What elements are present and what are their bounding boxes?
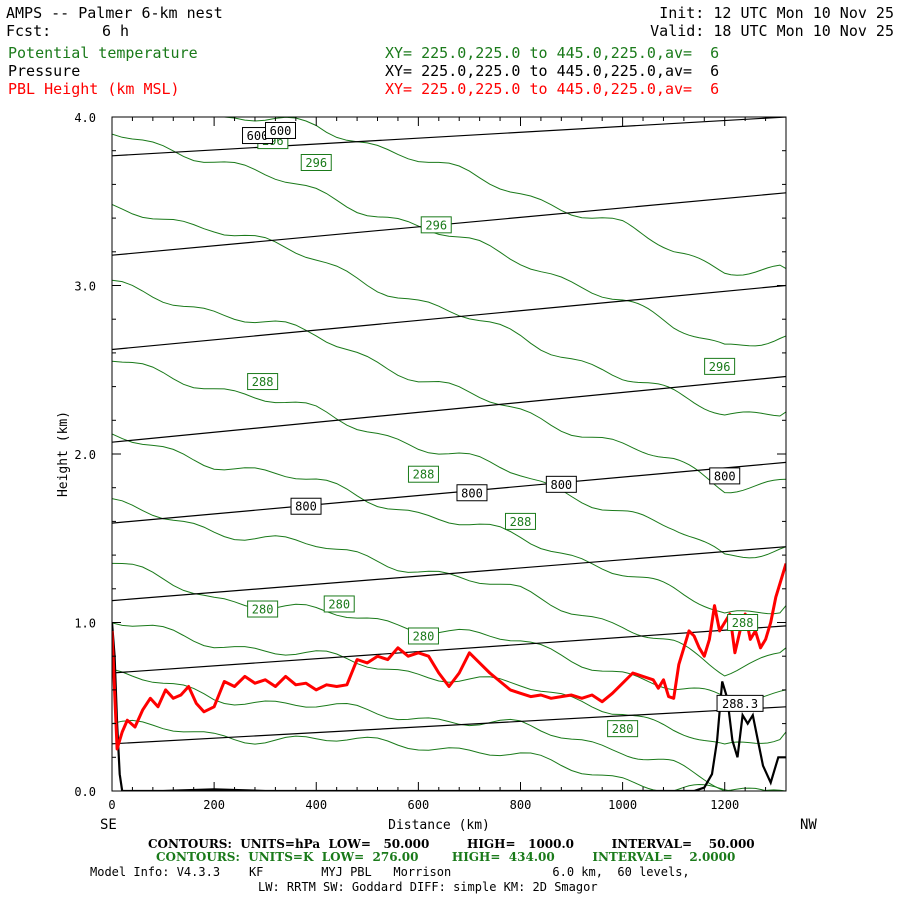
field-name-pbl: PBL Height (km MSL) — [8, 80, 180, 98]
theta-label-7: 280 — [252, 603, 274, 617]
y-tick-label-2: 2.0 — [74, 448, 96, 462]
x-tick-label-1: 200 — [203, 798, 225, 812]
plot-area: 2962962962962882882882802802802802886006… — [112, 117, 786, 791]
pressure-label-1-box — [265, 121, 296, 139]
theta-label-11-box — [727, 614, 759, 631]
theta-label-3-box — [704, 357, 736, 375]
theta-label-3: 296 — [709, 360, 731, 374]
x-axis-label: Distance (km) — [388, 818, 490, 833]
theta-contour-290 — [112, 433, 786, 615]
pressure-label-4: 800 — [550, 478, 572, 492]
theta-contour-292 — [112, 360, 786, 559]
pressure-contour-600 — [112, 117, 786, 157]
x-tick-label-5: 1000 — [608, 798, 637, 812]
right-end-label: NW — [800, 817, 817, 833]
pressure-label-3: 800 — [461, 486, 483, 500]
pressure-contour-850 — [112, 546, 786, 602]
theta-label-8: 280 — [328, 597, 350, 611]
pressure-label-5-box — [709, 467, 741, 485]
theta-contour-296 — [112, 203, 786, 417]
left-end-label: SE — [100, 817, 117, 833]
pressure-contour-700 — [112, 284, 786, 351]
pressure-label-2: 800 — [295, 500, 317, 514]
y-axis-label: Height (km) — [56, 411, 71, 497]
theta-contour-298 — [112, 133, 786, 347]
theta-label-6-box — [504, 512, 536, 530]
theta-label-9-box — [407, 627, 439, 645]
theta-label-5: 288 — [413, 468, 435, 482]
pressure-label-3-box — [456, 484, 488, 502]
pressure-label-5: 800 — [714, 469, 736, 483]
footer-physics-info: LW: RRTM SW: Goddard DIFF: simple KM: 2D… — [258, 880, 598, 894]
theta-label-9: 280 — [413, 629, 435, 643]
x-tick-label-2: 400 — [305, 798, 327, 812]
pressure-label-6-box — [716, 694, 764, 712]
theta-label-1: 296 — [305, 156, 327, 170]
pbl-height-line — [112, 563, 786, 751]
forecast-label: Fcst: — [6, 22, 52, 40]
pressure-label-2-box — [290, 497, 322, 515]
pressure-contour-900 — [112, 625, 786, 674]
x-tick-label-6: 1200 — [710, 798, 739, 812]
theta-label-5-box — [407, 465, 439, 483]
theta-label-1-box — [300, 153, 332, 171]
pressure-label-4-box — [545, 475, 577, 493]
x-tick-label-0: 0 — [108, 798, 115, 812]
theta-contour-288 — [112, 498, 786, 677]
theta-label-4-box — [247, 373, 279, 391]
terrain-line — [112, 622, 786, 791]
theta-contour-286 — [112, 562, 786, 701]
theta-label-10: 280 — [612, 722, 634, 736]
init-time: Init: 12 UTC Mon 10 Nov 25 — [659, 4, 894, 22]
pressure-label-1: 600 — [270, 124, 292, 138]
field-xy-pbl: XY= 225.0,225.0 to 445.0,225.0,av= 6 — [385, 80, 720, 98]
y-tick-label-0: 0.0 — [74, 785, 96, 799]
x-tick-label-4: 800 — [510, 798, 532, 812]
pressure-contour-750 — [112, 375, 786, 443]
footer-model-info: Model Info: V4.3.3 KF MYJ PBL Morrison 6… — [90, 865, 690, 879]
chart-title: AMPS -- Palmer 6-km nest — [6, 4, 223, 22]
field-name-theta: Potential temperature — [8, 44, 198, 62]
field-name-pressure: Pressure — [8, 62, 81, 80]
theta-label-6: 288 — [510, 515, 532, 529]
valid-time: Valid: 18 UTC Mon 10 Nov 25 — [650, 22, 894, 40]
theta-label-4: 288 — [252, 375, 274, 389]
footer-theta-contours: CONTOURS: UNITS=K LOW= 276.00 HIGH= 434.… — [156, 850, 736, 864]
x-tick-label-3: 600 — [408, 798, 430, 812]
y-tick-label-4: 4.0 — [74, 111, 96, 125]
pressure-label-0: 600 — [247, 129, 269, 143]
pressure-contour-800 — [112, 461, 786, 524]
field-xy-theta: XY= 225.0,225.0 to 445.0,225.0,av= 6 — [385, 44, 720, 62]
y-tick-label-1: 1.0 — [74, 617, 96, 631]
pressure-label-6: 288.3 — [722, 697, 758, 711]
theta-label-11: 288 — [732, 616, 754, 630]
theta-contour-280 — [112, 719, 786, 791]
y-tick-label-3: 3.0 — [74, 280, 96, 294]
theta-label-2-box — [420, 216, 452, 234]
theta-contour-284 — [112, 622, 786, 745]
forecast-value: 6 h — [102, 22, 130, 40]
theta-label-10-box — [607, 720, 639, 738]
theta-label-8-box — [323, 595, 355, 613]
pressure-contour-950 — [112, 706, 786, 745]
theta-label-2: 296 — [425, 218, 447, 232]
theta-contour-294 — [112, 279, 786, 494]
theta-contour-300 — [214, 117, 786, 276]
footer-pressure-contours: CONTOURS: UNITS=hPa LOW= 50.000 HIGH= 10… — [148, 837, 755, 851]
field-xy-pressure: XY= 225.0,225.0 to 445.0,225.0,av= 6 — [385, 62, 720, 80]
theta-label-7-box — [247, 600, 279, 618]
